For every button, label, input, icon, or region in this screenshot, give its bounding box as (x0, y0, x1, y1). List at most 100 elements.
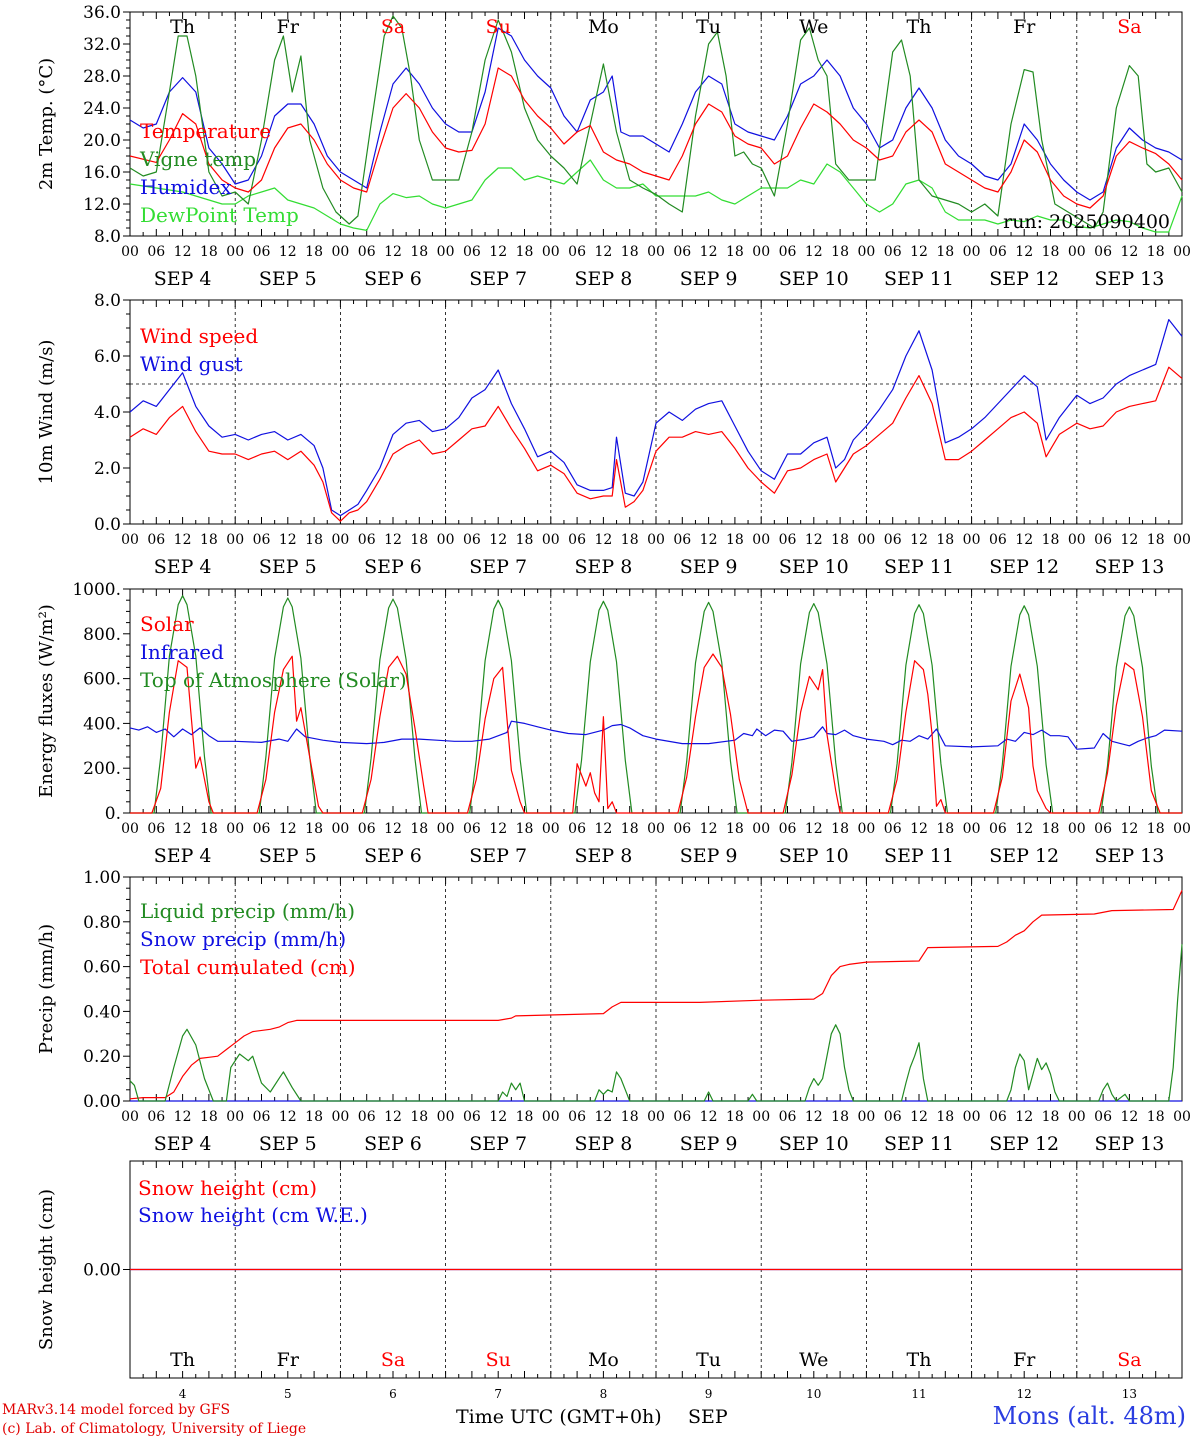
y-tick-label: 0.40 (83, 1002, 121, 1022)
y-tick-label: 0.20 (83, 1047, 121, 1067)
series-line (129, 366, 1183, 522)
x-date-label: SEP 4 (154, 556, 212, 578)
x-date-label: SEP 7 (469, 845, 527, 867)
x-hour-label: 00 (857, 244, 875, 260)
y-tick-label: 1000. (72, 580, 121, 600)
run-annotation: run: 2025090400 (1003, 211, 1170, 233)
x-hour-label: 12 (1120, 244, 1138, 260)
x-hour-label: 18 (200, 244, 218, 260)
x-hour-label: 18 (1147, 532, 1165, 548)
x-hour-label: 06 (779, 244, 797, 260)
x-hour-label: 18 (1042, 532, 1060, 548)
y-tick-label: 32.0 (83, 35, 121, 55)
legend-entry: Wind gust (140, 352, 243, 376)
series-line (129, 15, 1183, 229)
day-of-week-label: Mo (588, 16, 619, 38)
x-date-label: SEP 11 (884, 556, 954, 578)
x-hour-label: 18 (726, 821, 744, 837)
x-hour-label: 18 (936, 244, 954, 260)
series-line (129, 890, 1183, 1100)
x-hour-label: 12 (805, 821, 823, 837)
x-hour-label: 12 (174, 821, 192, 837)
x-hour-label: 18 (831, 532, 849, 548)
x-date-label: SEP 4 (154, 1133, 212, 1155)
x-hour-label: 06 (253, 821, 271, 837)
x-date-label: SEP 13 (1094, 1133, 1164, 1155)
x-date-label: SEP 6 (364, 556, 422, 578)
x-hour-label: 18 (621, 1109, 639, 1125)
y-tick-label: 0.00 (83, 1261, 121, 1281)
x-date-label: SEP 13 (1094, 268, 1164, 290)
x-hour-label: 00 (1173, 244, 1191, 260)
x-hour-label: 18 (621, 244, 639, 260)
series-line (129, 159, 1183, 233)
x-hour-label: 12 (594, 1109, 612, 1125)
x-hour-label: 00 (437, 244, 455, 260)
model-credit: MARv3.14 model forced by GFS (c) Lab. of… (2, 1401, 306, 1439)
credit-line-model: MARv3.14 model forced by GFS (2, 1402, 231, 1418)
day-of-week-label: Th (907, 16, 932, 38)
x-hour-label: 18 (1042, 244, 1060, 260)
series-line (129, 720, 1183, 750)
y-axis-label: 10m Wind (m/s) (36, 340, 57, 485)
series-line (130, 653, 1182, 814)
x-date-label: SEP 9 (680, 1133, 738, 1155)
x-hour-label: 00 (963, 821, 981, 837)
y-tick-label: 0.60 (83, 958, 121, 978)
x-hour-label: 12 (700, 821, 718, 837)
series-line (129, 944, 1183, 1102)
x-hour-label: 12 (910, 1109, 928, 1125)
x-hour-label: 06 (673, 532, 691, 548)
x-hour-label: 18 (621, 821, 639, 837)
x-hour-label: 00 (752, 244, 770, 260)
x-hour-label: 12 (384, 1109, 402, 1125)
x-hour-label: 00 (542, 1109, 560, 1125)
x-hour-label: 00 (647, 1109, 665, 1125)
x-date-label: SEP 4 (154, 845, 212, 867)
x-hour-label: 00 (963, 532, 981, 548)
x-date-label: SEP 9 (680, 268, 738, 290)
x-date-label: SEP 10 (779, 1133, 849, 1155)
x-hour-label: 00 (752, 532, 770, 548)
x-hour-label: 18 (305, 244, 323, 260)
x-date-label: SEP 10 (779, 268, 849, 290)
x-date-label: SEP 5 (259, 268, 317, 290)
x-hour-label: 12 (384, 532, 402, 548)
day-of-week-label: Sa (381, 1349, 405, 1371)
x-hour-label: 12 (384, 244, 402, 260)
x-hour-label: 12 (279, 244, 297, 260)
x-hour-label: 00 (1068, 821, 1086, 837)
x-hour-label: 06 (253, 244, 271, 260)
x-hour-label: 12 (594, 532, 612, 548)
x-hour-label: 12 (805, 1109, 823, 1125)
x-hour-label: 18 (936, 1109, 954, 1125)
x-hour-label: 18 (1042, 821, 1060, 837)
x-hour-label: 06 (989, 244, 1007, 260)
x-hour-label: 12 (489, 244, 507, 260)
x-date-label: SEP 7 (469, 268, 527, 290)
day-number-label: 11 (911, 1387, 926, 1401)
x-hour-label: 06 (989, 821, 1007, 837)
x-hour-label: 18 (936, 532, 954, 548)
day-number-label: 4 (179, 1387, 187, 1401)
x-hour-label: 18 (726, 244, 744, 260)
x-hour-label: 00 (331, 244, 349, 260)
day-of-week-label: Fr (277, 1349, 300, 1371)
x-hour-label: 06 (673, 821, 691, 837)
x-hour-label: 06 (147, 1109, 165, 1125)
y-tick-label: 0.00 (83, 1092, 121, 1112)
x-date-label: SEP 10 (779, 556, 849, 578)
y-tick-label: 400. (83, 714, 121, 734)
x-hour-label: 06 (1094, 532, 1112, 548)
x-hour-label: 18 (831, 1109, 849, 1125)
x-hour-label: 12 (279, 532, 297, 548)
x-date-label: SEP 5 (259, 1133, 317, 1155)
x-date-label: SEP 4 (154, 268, 212, 290)
x-hour-label: 18 (305, 821, 323, 837)
legend-entry: Snow height (cm W.E.) (138, 1203, 368, 1227)
x-hour-label: 18 (1042, 1109, 1060, 1125)
x-hour-label: 18 (831, 244, 849, 260)
y-tick-label: 24.0 (83, 99, 121, 119)
series-line (129, 67, 1183, 209)
